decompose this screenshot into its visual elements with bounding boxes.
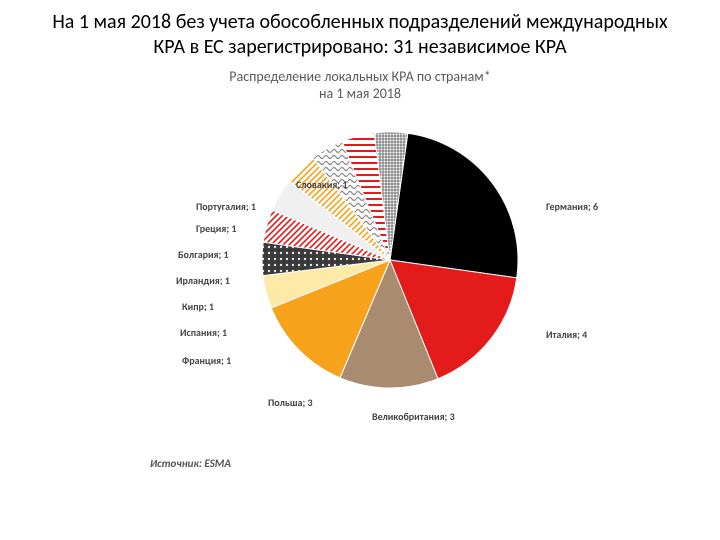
pie-chart-area: Распределение локальных КРА по странам* … (0, 60, 720, 480)
pie-slice-label: Словакия; 1 (296, 178, 356, 191)
pie-slice-label: Испания; 1 (180, 326, 240, 339)
pie-slice-label: Великобритания; 3 (372, 410, 455, 423)
pie-slice-label: Польша; 3 (268, 396, 313, 409)
chart-title: Распределение локальных КРА по странам* … (0, 68, 720, 102)
pie-slice-label: Болгария; 1 (178, 248, 238, 261)
chart-title-line2: на 1 мая 2018 (319, 85, 401, 102)
pie-slice-label: Кипр; 1 (182, 300, 242, 313)
chart-title-line1: Распределение локальных КРА по странам* (229, 68, 490, 85)
pie-slice-label: Греция; 1 (196, 222, 256, 235)
pie-slice-label: Франция; 1 (182, 354, 242, 367)
pie-slice-label: Португалия; 1 (196, 200, 256, 213)
pie-slice-label: Германия; 6 (546, 200, 598, 213)
chart-source: Источник: ESMA (150, 457, 231, 470)
pie-slice (390, 133, 518, 278)
pie-slice-label: Италия; 4 (546, 328, 587, 341)
pie-slice-label: Ирландия; 1 (176, 274, 236, 287)
page-title: На 1 мая 2018 без учета обособленных под… (0, 0, 720, 60)
pie-holder (260, 130, 520, 390)
pie-svg (260, 130, 520, 390)
